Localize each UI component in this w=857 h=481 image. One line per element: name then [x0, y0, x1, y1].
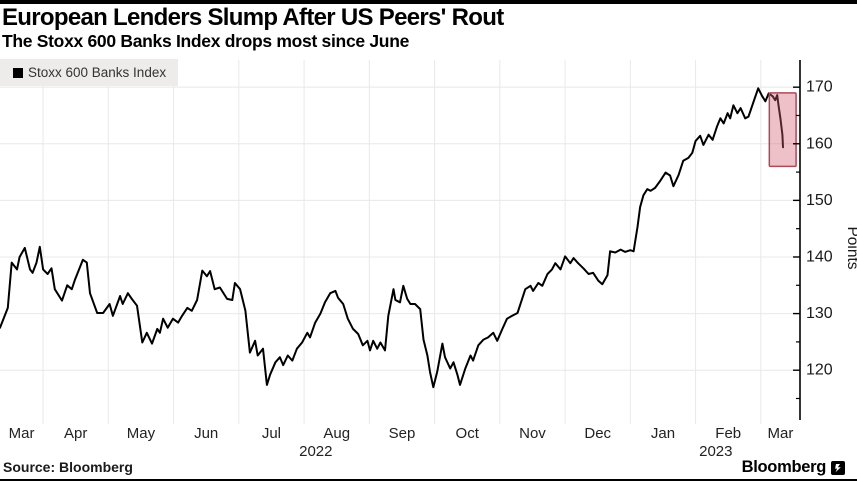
x-month-label: Jun [194, 425, 218, 442]
y-axis-title: Points [844, 226, 857, 269]
x-month-label: May [127, 425, 156, 442]
x-month-label: Jan [651, 425, 675, 442]
legend-series-label: Stoxx 600 Banks Index [28, 65, 167, 80]
x-month-label: Feb [715, 425, 741, 442]
legend-series-marker-icon [13, 67, 23, 78]
x-month-label: Mar [768, 425, 794, 442]
top-accent-bar [0, 0, 857, 4]
line-chart: 120 130 140 150 160 170 Points Mar Apr May Jun Jul A… [0, 60, 857, 460]
x-month-label: Aug [323, 425, 350, 442]
page-subtitle: The Stoxx 600 Banks Index drops most sin… [2, 31, 410, 51]
y-tick-label: 160 [806, 135, 833, 152]
page-title: European Lenders Slump After US Peers' R… [2, 4, 504, 31]
highlight-box [768, 92, 797, 168]
bloomberg-wordmark: Bloomberg [741, 458, 827, 476]
y-tick-label: 130 [806, 305, 833, 322]
y-tick-label: 140 [806, 248, 833, 265]
x-month-label: Apr [64, 425, 87, 442]
legend: Stoxx 600 Banks Index [0, 59, 179, 86]
x-year-label: 2023 [699, 443, 732, 460]
y-tick-label: 120 [806, 362, 833, 379]
x-month-label: Nov [519, 425, 546, 442]
x-month-label: Oct [456, 425, 480, 442]
y-tick-label: 170 [806, 79, 833, 96]
x-month-label: Mar [9, 425, 35, 442]
bloomberg-logo: Bloomberg [742, 458, 845, 477]
series-line [0, 87, 784, 389]
source-label: Source: Bloomberg [3, 459, 133, 475]
x-month-label: Jul [262, 425, 281, 442]
x-month-label: Sep [389, 425, 416, 442]
x-year-label: 2022 [299, 443, 332, 460]
y-tick-label: 150 [806, 192, 833, 209]
x-month-label: Dec [584, 425, 611, 442]
bottom-border-bar [0, 479, 857, 481]
bloomberg-logo-icon [831, 460, 845, 475]
